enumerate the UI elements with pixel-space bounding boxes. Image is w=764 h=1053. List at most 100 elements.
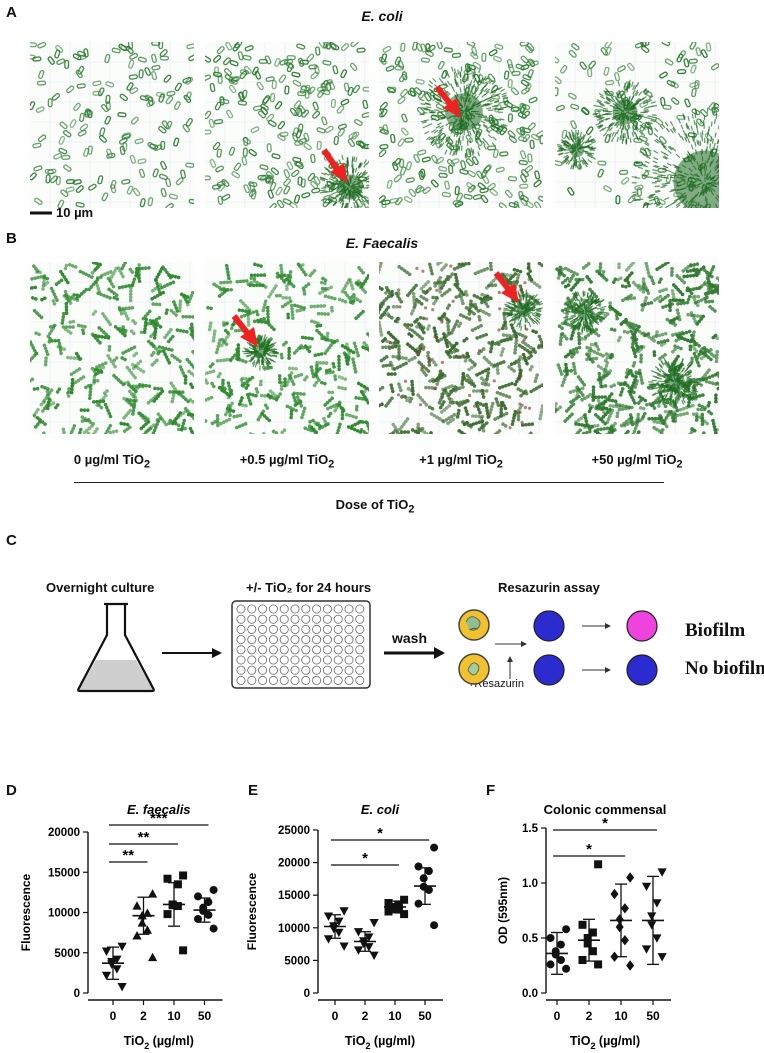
- data-point: [209, 885, 218, 894]
- chart-title: Colonic commensal: [544, 802, 667, 817]
- y-axis-label: OD (595nm): [496, 877, 510, 944]
- micro-ecoli-0: [30, 42, 194, 208]
- y-tick-label: 0: [74, 988, 80, 1000]
- data-point: [148, 889, 158, 898]
- x-tick-label: 2: [586, 1009, 593, 1023]
- step-tio2-24h: +/- TiO₂ for 24 hours: [246, 580, 372, 595]
- data-point: [369, 951, 379, 960]
- data-point: [389, 904, 398, 913]
- blue-well-icon: [533, 654, 565, 686]
- data-point: [384, 907, 393, 916]
- data-point: [394, 900, 403, 909]
- chart-efaecalis: E. faecalis 0 5000 10000 15000 20000 0 2 10 50 Flu…: [19, 802, 223, 1051]
- data-point: [647, 912, 657, 921]
- chart-title: E. faecalis: [127, 802, 191, 817]
- micro-ecoli-1: [379, 42, 543, 208]
- red-arrow-icon: [493, 271, 513, 293]
- x-tick-label: 50: [646, 1009, 660, 1023]
- flask-icon: [77, 602, 155, 693]
- x-axis-label: TiO2 (µg/ml): [124, 1034, 194, 1051]
- arrowhead-icon: [434, 647, 445, 659]
- y-tick-label: 5000: [54, 948, 80, 960]
- data-point: [142, 908, 152, 917]
- x-tick-label: 50: [198, 1009, 212, 1023]
- data-point: [112, 955, 122, 964]
- data-point: [583, 939, 592, 948]
- data-point: [657, 868, 667, 877]
- panel-a-label: A: [6, 4, 17, 21]
- data-point: [620, 903, 629, 914]
- data-point: [163, 874, 172, 883]
- x-tick-label: 2: [140, 1009, 147, 1023]
- red-arrowhead-icon: [240, 327, 258, 347]
- step-overnight-culture: Overnight culture: [46, 580, 155, 595]
- series-group: [578, 860, 603, 969]
- dose-label-2: +1 µg/ml TiO2: [419, 452, 503, 471]
- data-point: [132, 901, 142, 910]
- data-point: [594, 860, 603, 869]
- data-point: [610, 888, 619, 900]
- data-point: [430, 921, 439, 930]
- dose-label-3: +50 µg/ml TiO2: [591, 452, 683, 471]
- panel-f-label: F: [486, 782, 496, 799]
- y-axis-label: Fluorescence: [19, 873, 33, 951]
- dose-axis-title: Dose of TiO2: [335, 497, 415, 516]
- dose-label-1: +0.5 µg/ml TiO2: [239, 452, 335, 471]
- x-axis-label: TiO2 (µg/ml): [570, 1034, 640, 1051]
- panel-d-label: D: [6, 782, 17, 799]
- series-group: [101, 942, 127, 992]
- data-point: [353, 946, 364, 955]
- data-point: [594, 960, 603, 969]
- data-point: [424, 867, 433, 876]
- data-point: [578, 956, 587, 964]
- data-point: [194, 914, 202, 923]
- y-tick-label: 0.5: [522, 933, 539, 945]
- arrowhead-icon: [212, 648, 222, 658]
- red-arrow-icon: [231, 314, 252, 337]
- data-point: [652, 934, 662, 943]
- series-group: [194, 885, 218, 933]
- y-axis-label: Fluorescence: [245, 872, 259, 950]
- x-tick-label: 0: [554, 1009, 561, 1023]
- panel-a-title: E. coli: [361, 8, 403, 24]
- panel-b-label: B: [6, 230, 17, 247]
- schematic: [77, 600, 658, 693]
- data-point: [364, 933, 374, 942]
- red-arrowhead-icon: [443, 98, 461, 118]
- data-point: [148, 952, 158, 962]
- data-point: [424, 885, 433, 894]
- y-tick-label: 10000: [48, 908, 80, 920]
- significance-label: *: [602, 815, 608, 832]
- data-point: [384, 899, 393, 908]
- data-point: [562, 925, 571, 934]
- red-arrowhead-icon: [330, 163, 348, 183]
- data-point: [641, 882, 652, 892]
- significance-label: *: [586, 841, 592, 858]
- data-point: [173, 880, 182, 889]
- series-group: [323, 907, 349, 951]
- dose-label-0: 0 µg/ml TiO2: [73, 452, 151, 471]
- step-resazurin-assay: Resazurin assay: [498, 580, 600, 595]
- data-point: [179, 871, 188, 880]
- panel-e-label: E: [248, 782, 259, 799]
- data-point: [588, 947, 597, 956]
- data-point: [179, 946, 188, 955]
- series-group: [610, 872, 635, 971]
- data-point: [163, 910, 172, 919]
- x-tick-label: 10: [167, 1009, 181, 1023]
- data-point: [394, 905, 403, 914]
- data-point: [173, 902, 182, 911]
- micro-ecoli-50: [555, 42, 719, 208]
- data-point: [583, 934, 592, 942]
- data-point: [647, 921, 657, 930]
- y-tick-label: 20000: [48, 827, 80, 839]
- panel-a-arrows: [30, 85, 461, 215]
- data-point: [419, 874, 428, 883]
- panel-b-arrows: [231, 271, 519, 347]
- well-plate-icon: [231, 600, 371, 689]
- data-point: [353, 928, 364, 937]
- series-group: [132, 889, 158, 962]
- data-point: [339, 942, 349, 951]
- data-point: [400, 910, 409, 919]
- chart-title: E. coli: [361, 802, 400, 817]
